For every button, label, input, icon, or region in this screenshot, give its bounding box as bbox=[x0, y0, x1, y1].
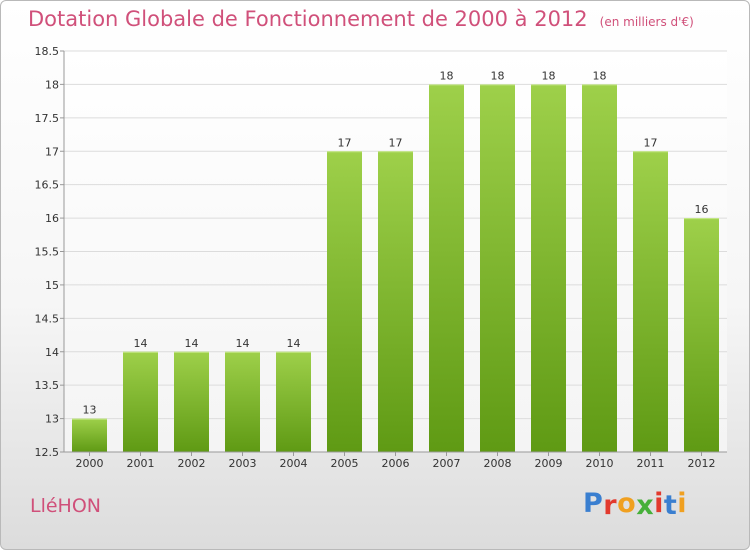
bar-data-label: 17 bbox=[338, 136, 352, 149]
x-tick-label: 2006 bbox=[382, 457, 410, 470]
bar-data-label: 14 bbox=[236, 337, 250, 350]
y-tick-label: 18 bbox=[45, 78, 59, 91]
bar-data-label: 18 bbox=[491, 69, 505, 82]
x-tick-label: 2005 bbox=[331, 457, 359, 470]
x-tick-label: 2002 bbox=[178, 457, 206, 470]
bar-data-label: 18 bbox=[440, 69, 454, 82]
y-tick-label: 17 bbox=[45, 145, 59, 158]
y-tick-label: 12.5 bbox=[35, 446, 60, 459]
bar bbox=[684, 218, 719, 452]
bar bbox=[174, 351, 209, 452]
logo-letter: i bbox=[677, 488, 688, 519]
x-tick-label: 2004 bbox=[280, 457, 308, 470]
y-tick-label: 16 bbox=[45, 212, 59, 225]
chart-title-text: Dotation Globale de Fonctionnement de 20… bbox=[28, 7, 588, 31]
bar-data-label: 16 bbox=[695, 203, 709, 216]
x-tick-label: 2000 bbox=[76, 457, 104, 470]
chart-unit: (en milliers d'€) bbox=[599, 15, 694, 29]
x-tick-label: 2012 bbox=[688, 457, 716, 470]
bar bbox=[327, 151, 362, 452]
y-tick-label: 17.5 bbox=[35, 112, 60, 125]
y-tick-label: 14 bbox=[45, 346, 59, 359]
x-tick-label: 2008 bbox=[484, 457, 512, 470]
bar-data-label: 14 bbox=[185, 337, 199, 350]
bars: 13 14 14 14 14 17 17 18 18 18 18 17 16 bbox=[72, 69, 719, 453]
bar-data-label: 17 bbox=[389, 136, 403, 149]
bar-data-label: 17 bbox=[644, 136, 658, 149]
logo-letter: o bbox=[617, 488, 637, 519]
y-tick-label: 14.5 bbox=[35, 312, 60, 325]
logo-letter: t bbox=[663, 490, 678, 521]
chart-title: Dotation Globale de Fonctionnement de 20… bbox=[28, 7, 694, 31]
proxiti-logo: Proxiti bbox=[583, 488, 688, 521]
bar-data-label: 14 bbox=[287, 337, 301, 350]
x-tick-label: 2001 bbox=[127, 457, 155, 470]
y-tick-label: 13.5 bbox=[35, 379, 60, 392]
logo-letter: P bbox=[583, 488, 604, 519]
x-tick-label: 2010 bbox=[586, 457, 614, 470]
bar bbox=[531, 84, 566, 453]
bar-data-label: 13 bbox=[83, 404, 97, 417]
y-tick-label: 15.5 bbox=[35, 246, 60, 259]
logo-letter: r bbox=[603, 490, 618, 521]
x-tick-label: 2007 bbox=[433, 457, 461, 470]
bar bbox=[123, 351, 158, 452]
bar bbox=[633, 151, 668, 452]
bar-data-label: 18 bbox=[593, 69, 607, 82]
x-tick-label: 2003 bbox=[229, 457, 257, 470]
bar bbox=[225, 351, 260, 452]
y-tick-label: 13 bbox=[45, 413, 59, 426]
bar-data-label: 14 bbox=[134, 337, 148, 350]
bar bbox=[72, 418, 107, 452]
town-name: LléHON bbox=[30, 495, 102, 517]
bar bbox=[582, 84, 617, 453]
bar bbox=[276, 351, 311, 452]
logo-letter: x bbox=[636, 490, 655, 521]
y-tick-label: 18.5 bbox=[35, 45, 60, 58]
bar bbox=[480, 84, 515, 453]
y-tick-label: 16.5 bbox=[35, 179, 60, 192]
x-tick-label: 2011 bbox=[637, 457, 665, 470]
y-tick-label: 15 bbox=[45, 279, 59, 292]
axes: 12.5 13 13.5 14 14.5 15 15.5 16 16.5 17 17.5 18 18.5… bbox=[35, 45, 727, 470]
bar bbox=[378, 151, 413, 452]
logo-letter: i bbox=[654, 488, 664, 519]
bar-data-label: 18 bbox=[542, 69, 556, 82]
x-tick-label: 2009 bbox=[535, 457, 563, 470]
bar bbox=[429, 84, 464, 453]
